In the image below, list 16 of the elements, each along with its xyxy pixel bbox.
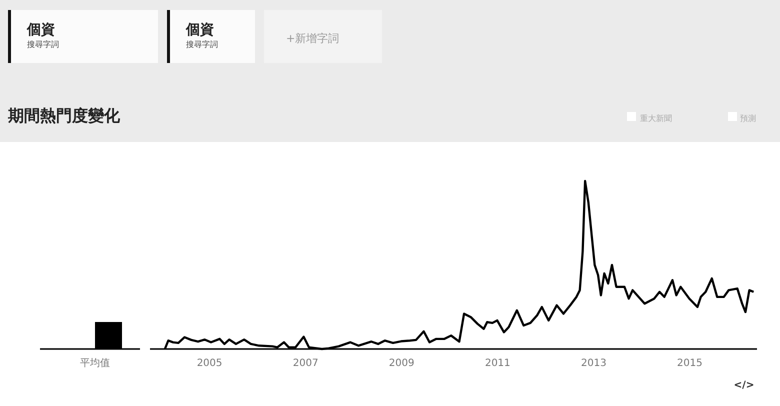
x-tick-label: 2013 [581,358,606,369]
text: 重大新聞 [640,114,672,123]
x-tick-label: 平均值 [80,357,110,369]
x-tick-label: 2005 [196,358,222,369]
text: 預測 [740,114,756,123]
chart-title: 期間熱門度變化 [7,106,121,125]
text: </> [734,380,754,391]
x-tick-label: 2007 [292,358,318,369]
text: 個資 [26,22,55,38]
text: 搜尋字詞 [186,40,218,49]
text: +新增字詞 [286,32,340,45]
x-tick-label: 2015 [677,358,702,369]
text: 個資 [185,22,214,38]
x-tick-label: 2011 [484,358,510,369]
text: 搜尋字詞 [27,40,59,49]
x-tick-label: 2009 [388,358,414,369]
